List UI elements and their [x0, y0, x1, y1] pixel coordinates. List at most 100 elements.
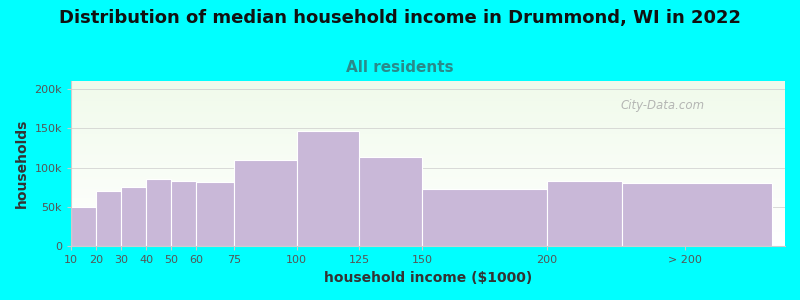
- Bar: [71, 140, 785, 142]
- Bar: [71, 93, 785, 94]
- Y-axis label: households: households: [15, 119, 29, 208]
- Bar: [71, 238, 785, 240]
- Bar: [71, 144, 785, 146]
- Bar: [71, 152, 785, 154]
- Bar: [197, 182, 234, 246]
- Bar: [71, 106, 785, 107]
- Bar: [71, 88, 785, 89]
- Bar: [71, 164, 785, 165]
- Bar: [71, 83, 785, 84]
- Bar: [71, 177, 785, 178]
- Bar: [71, 94, 785, 96]
- Bar: [71, 182, 785, 184]
- Bar: [547, 181, 622, 246]
- Bar: [71, 130, 785, 132]
- Bar: [71, 208, 785, 210]
- Bar: [122, 187, 146, 246]
- Bar: [71, 151, 785, 152]
- Bar: [71, 203, 785, 205]
- Bar: [71, 146, 785, 147]
- Bar: [71, 169, 785, 170]
- Bar: [71, 96, 785, 98]
- Bar: [71, 98, 785, 99]
- Bar: [71, 226, 785, 228]
- Text: All residents: All residents: [346, 60, 454, 75]
- Bar: [71, 142, 785, 144]
- Text: Distribution of median household income in Drummond, WI in 2022: Distribution of median household income …: [59, 9, 741, 27]
- Bar: [71, 136, 785, 137]
- Bar: [71, 84, 785, 86]
- Bar: [71, 235, 785, 236]
- Bar: [71, 202, 785, 203]
- Bar: [71, 159, 785, 161]
- Bar: [71, 236, 785, 238]
- Bar: [96, 191, 122, 246]
- Bar: [71, 121, 785, 122]
- Bar: [71, 175, 785, 177]
- Bar: [234, 160, 297, 246]
- Bar: [71, 117, 785, 119]
- Bar: [71, 101, 785, 103]
- Bar: [71, 217, 785, 218]
- Bar: [71, 157, 785, 159]
- Bar: [71, 129, 785, 130]
- Bar: [71, 137, 785, 139]
- Bar: [71, 127, 785, 129]
- Bar: [71, 232, 785, 233]
- Bar: [71, 197, 785, 198]
- Bar: [71, 86, 785, 88]
- Bar: [171, 181, 197, 246]
- Bar: [71, 228, 785, 230]
- Bar: [71, 149, 785, 151]
- Bar: [71, 180, 785, 182]
- Bar: [71, 91, 785, 93]
- Bar: [71, 220, 785, 222]
- Bar: [71, 243, 785, 245]
- Bar: [71, 188, 785, 190]
- Bar: [71, 184, 785, 185]
- Bar: [71, 240, 785, 242]
- Bar: [71, 109, 785, 111]
- Bar: [71, 230, 785, 232]
- Bar: [71, 104, 785, 106]
- Bar: [71, 223, 785, 225]
- Bar: [71, 198, 785, 200]
- Bar: [71, 178, 785, 180]
- Bar: [71, 132, 785, 134]
- Bar: [71, 122, 785, 124]
- Bar: [71, 190, 785, 192]
- X-axis label: household income ($1000): household income ($1000): [324, 271, 532, 285]
- Bar: [71, 242, 785, 243]
- Bar: [359, 158, 422, 246]
- Bar: [71, 124, 785, 126]
- Bar: [71, 233, 785, 235]
- Bar: [71, 194, 785, 195]
- Bar: [71, 81, 785, 83]
- Bar: [71, 192, 785, 194]
- Bar: [71, 207, 785, 208]
- Bar: [71, 222, 785, 223]
- Bar: [71, 210, 785, 212]
- Bar: [71, 218, 785, 220]
- Bar: [71, 160, 785, 162]
- Bar: [71, 205, 785, 207]
- Bar: [71, 154, 785, 155]
- Bar: [71, 212, 785, 213]
- Bar: [71, 119, 785, 121]
- Text: City-Data.com: City-Data.com: [621, 99, 705, 112]
- Bar: [71, 89, 785, 91]
- Bar: [71, 187, 785, 188]
- Bar: [71, 116, 785, 117]
- Bar: [71, 215, 785, 217]
- Bar: [71, 195, 785, 197]
- Bar: [71, 155, 785, 157]
- Bar: [71, 147, 785, 149]
- Bar: [71, 170, 785, 172]
- Bar: [71, 99, 785, 101]
- Bar: [297, 130, 359, 246]
- Bar: [71, 103, 785, 104]
- Bar: [71, 162, 785, 164]
- Bar: [71, 112, 785, 114]
- Bar: [622, 183, 773, 246]
- Bar: [71, 172, 785, 174]
